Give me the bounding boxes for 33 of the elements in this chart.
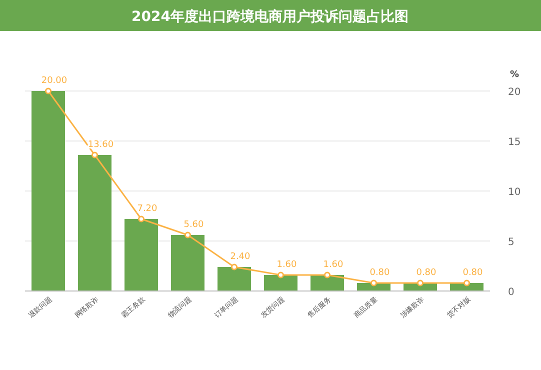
data-label: 1.60 [276,260,298,270]
point [231,264,238,270]
point [138,216,144,222]
bar [264,275,298,291]
data-label: 13.60 [88,140,114,150]
y-axis-title: % [510,70,520,80]
point [92,152,98,158]
point [324,272,330,278]
point [278,272,284,278]
bar [78,155,112,291]
data-label: 1.60 [323,260,344,270]
data-label: 2.40 [230,252,251,262]
data-label: 0.80 [462,268,484,278]
point [464,280,470,286]
data-label: 7.20 [137,204,158,214]
data-label: 0.80 [370,268,390,278]
bar [32,91,65,291]
bar [124,219,158,291]
bar [171,235,204,291]
bar [218,267,251,291]
y-tick-label: 15 [508,137,521,148]
data-label: 5.60 [184,220,204,230]
point [370,280,377,286]
y-tick-label: 20 [508,87,521,98]
y-tick-label: 10 [508,187,521,198]
point [45,88,52,94]
point [184,232,191,238]
y-tick-label: 0 [508,287,514,298]
point [417,280,424,286]
chart-title: 2024年度出口跨境电商用户投诉问题占比图 [132,8,408,25]
data-label: 20.00 [41,76,68,86]
data-label: 0.80 [416,268,437,278]
y-tick-label: 5 [508,237,514,248]
